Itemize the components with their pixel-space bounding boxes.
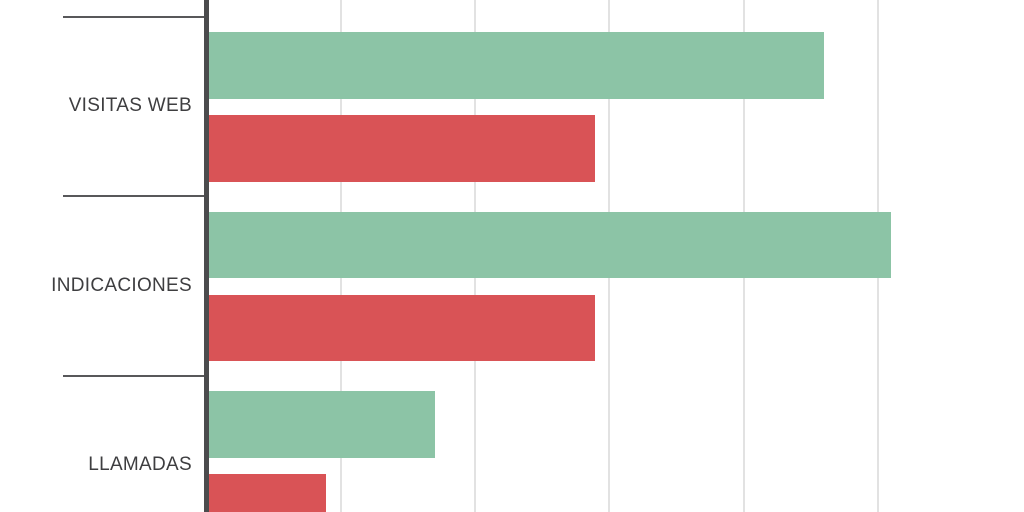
category-tick-3 [63,374,204,377]
category-label-indicaciones: INDICACIONES [51,274,192,296]
category-tick-2 [63,195,204,197]
bar-indicaciones-series-red [209,294,595,361]
category-label-visitas-web: VISITAS WEB [68,95,192,117]
category-tick-1 [63,15,204,18]
bar-visitas-web-series-red [209,115,595,182]
bar-llamadas-series-red [209,474,327,512]
bar-llamadas-series-green [209,391,435,458]
bar-visitas-web-series-green [209,32,825,99]
category-label-llamadas: LLAMADAS [88,454,192,476]
bar-indicaciones-series-green [209,211,892,278]
category-axis-line [204,0,209,512]
